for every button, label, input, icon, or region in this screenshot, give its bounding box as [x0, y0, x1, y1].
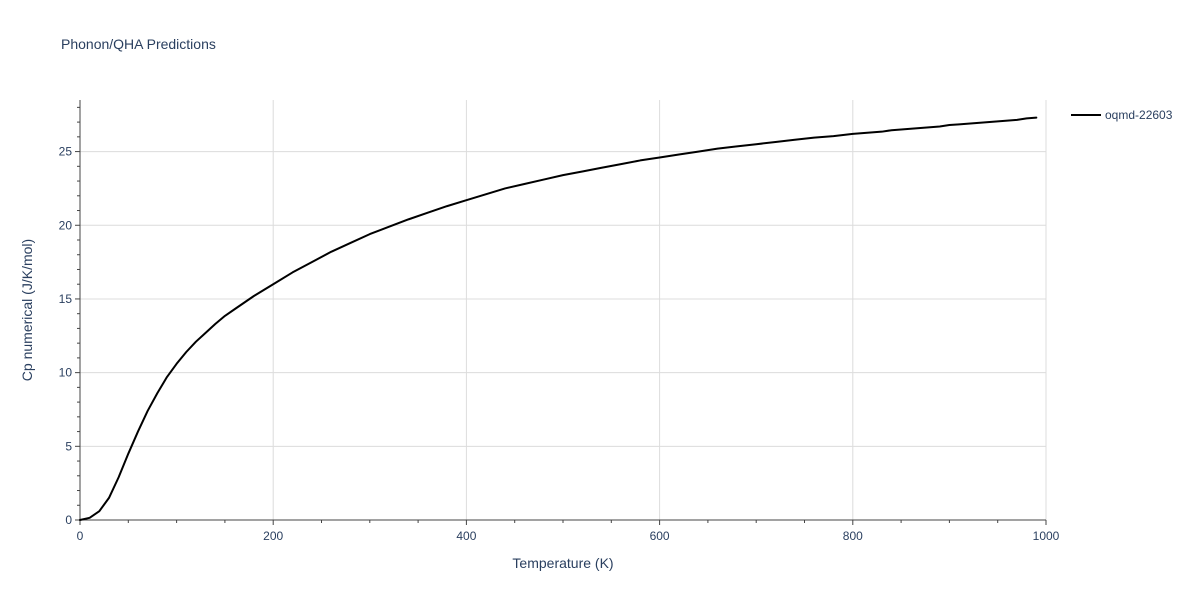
- y-tick-label: 0: [65, 513, 72, 527]
- legend-item[interactable]: oqmd-22603: [1071, 108, 1173, 122]
- y-tick-label: 10: [59, 366, 73, 380]
- y-tick-label: 5: [65, 439, 72, 453]
- y-tick-label: 15: [59, 292, 73, 306]
- x-tick-label: 1000: [1033, 529, 1060, 543]
- x-axis-title: Temperature (K): [512, 555, 613, 571]
- x-tick-label: 600: [650, 529, 670, 543]
- x-tick-label: 800: [843, 529, 863, 543]
- chart-title: Phonon/QHA Predictions: [61, 36, 216, 52]
- x-tick-label: 0: [77, 529, 84, 543]
- y-tick-label: 25: [59, 145, 73, 159]
- x-tick-label: 400: [456, 529, 476, 543]
- series-line-oqmd-22603[interactable]: [79, 116, 1038, 521]
- ticks: 0 200 400 600 800 1000 0 5 10 15 20 25: [59, 106, 1060, 543]
- x-tick-label: 200: [263, 529, 283, 543]
- y-axis-title: Cp numerical (J/K/mol): [19, 239, 35, 381]
- y-tick-label: 20: [59, 218, 73, 232]
- grid: [80, 100, 1047, 520]
- axes: [79, 100, 1046, 521]
- plot-area: [79, 116, 1038, 521]
- legend-label: oqmd-22603: [1105, 108, 1173, 122]
- legend[interactable]: oqmd-22603: [1071, 108, 1173, 122]
